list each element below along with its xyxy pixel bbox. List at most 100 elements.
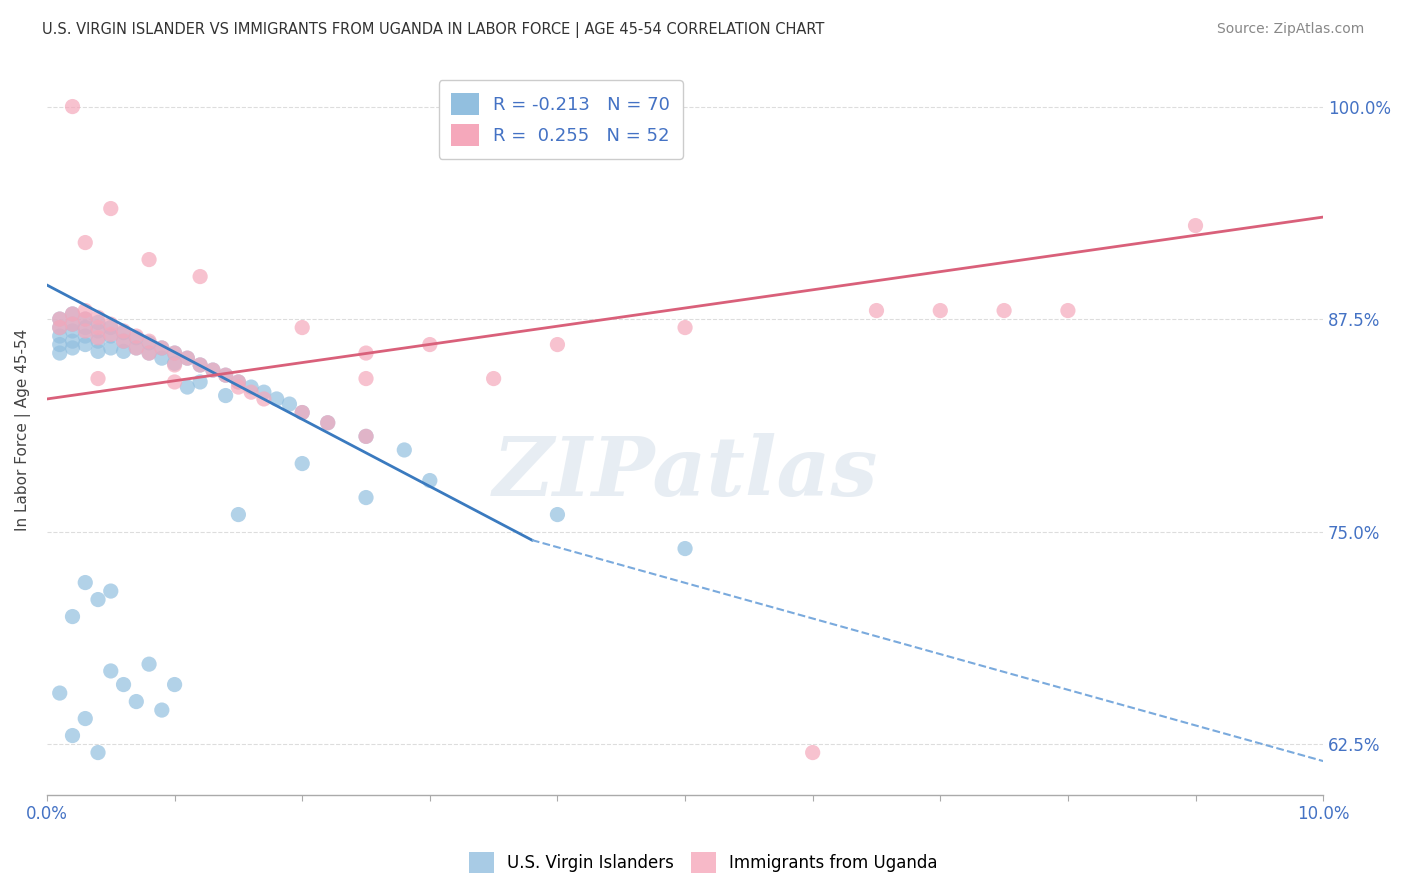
Point [394, 442, 416, 457]
Point [188, 375, 211, 389]
Point [87, 746, 110, 760]
Point [316, 416, 339, 430]
Point [150, 341, 173, 355]
Point [546, 337, 568, 351]
Point [278, 397, 301, 411]
Legend: U.S. Virgin Islanders, Immigrants from Uganda: U.S. Virgin Islanders, Immigrants from U… [463, 846, 943, 880]
Point [75, 235, 97, 250]
Point [176, 351, 198, 366]
Point [112, 326, 135, 340]
Point [100, 341, 122, 355]
Point [48, 320, 70, 334]
Point [125, 341, 148, 355]
Point [125, 341, 148, 355]
Point [62, 307, 84, 321]
Point [62, 99, 84, 113]
Point [62, 324, 84, 338]
Point [163, 356, 186, 370]
Point [48, 312, 70, 326]
Point [48, 686, 70, 700]
Text: U.S. VIRGIN ISLANDER VS IMMIGRANTS FROM UGANDA IN LABOR FORCE | AGE 45-54 CORREL: U.S. VIRGIN ISLANDER VS IMMIGRANTS FROM … [42, 22, 824, 38]
Point [240, 380, 263, 394]
Point [62, 307, 84, 321]
Point [316, 416, 339, 430]
Point [87, 320, 110, 334]
Point [993, 303, 1015, 318]
Point [100, 202, 122, 216]
Point [125, 331, 148, 345]
Point [228, 508, 250, 522]
Point [354, 429, 377, 443]
Point [176, 380, 198, 394]
Point [112, 324, 135, 338]
Point [150, 341, 173, 355]
Point [138, 335, 160, 350]
Point [125, 329, 148, 343]
Point [163, 346, 186, 360]
Point [1184, 219, 1206, 233]
Point [253, 385, 276, 400]
Point [62, 609, 84, 624]
Point [62, 334, 84, 348]
Point [228, 380, 250, 394]
Point [112, 334, 135, 348]
Point [138, 334, 160, 348]
Point [48, 329, 70, 343]
Point [228, 375, 250, 389]
Point [354, 491, 377, 505]
Point [87, 371, 110, 385]
Point [87, 344, 110, 359]
Point [75, 312, 97, 326]
Point [48, 337, 70, 351]
Point [214, 368, 236, 383]
Point [87, 592, 110, 607]
Point [100, 327, 122, 342]
Point [201, 363, 224, 377]
Point [1057, 303, 1080, 318]
Point [100, 317, 122, 331]
Point [87, 324, 110, 338]
Point [291, 320, 314, 334]
Point [354, 429, 377, 443]
Point [291, 406, 314, 420]
Point [62, 341, 84, 355]
Point [75, 303, 97, 318]
Point [673, 541, 696, 556]
Point [112, 344, 135, 359]
Point [214, 388, 236, 402]
Text: Source: ZipAtlas.com: Source: ZipAtlas.com [1216, 22, 1364, 37]
Point [240, 385, 263, 400]
Point [87, 316, 110, 330]
Point [75, 575, 97, 590]
Point [214, 368, 236, 383]
Point [62, 729, 84, 743]
Point [354, 371, 377, 385]
Point [228, 375, 250, 389]
Point [419, 337, 441, 351]
Point [75, 324, 97, 338]
Point [163, 677, 186, 691]
Point [112, 334, 135, 348]
Point [75, 337, 97, 351]
Point [188, 269, 211, 284]
Point [138, 346, 160, 360]
Point [482, 371, 505, 385]
Point [75, 712, 97, 726]
Point [163, 346, 186, 360]
Point [138, 252, 160, 267]
Point [291, 406, 314, 420]
Point [87, 310, 110, 325]
Point [75, 320, 97, 334]
Point [48, 346, 70, 360]
Point [176, 351, 198, 366]
Point [100, 320, 122, 334]
Point [163, 375, 186, 389]
Point [801, 746, 824, 760]
Point [62, 317, 84, 331]
Point [188, 358, 211, 372]
Point [163, 358, 186, 372]
Point [929, 303, 952, 318]
Point [75, 329, 97, 343]
Point [75, 312, 97, 326]
Point [62, 317, 84, 331]
